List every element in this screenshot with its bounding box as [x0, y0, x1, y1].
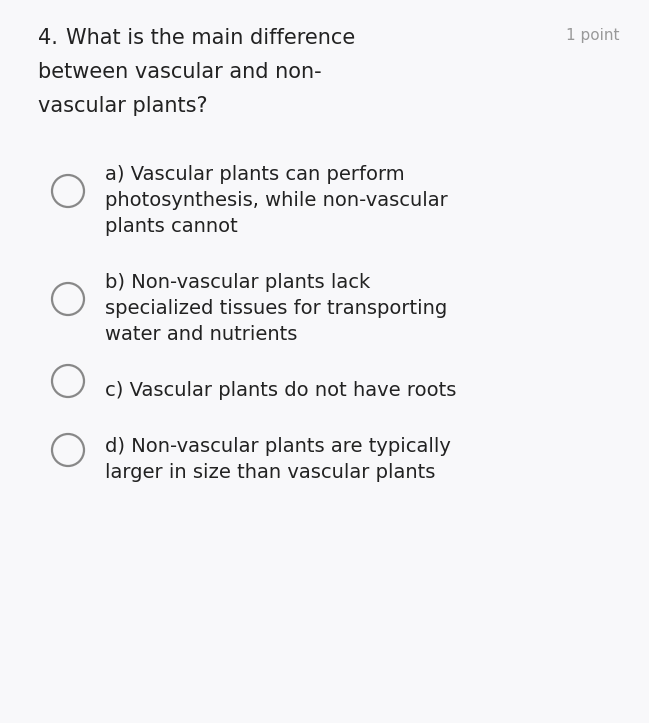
Text: between vascular and non-: between vascular and non- [38, 62, 322, 82]
Text: photosynthesis, while non-vascular: photosynthesis, while non-vascular [105, 191, 448, 210]
Text: plants cannot: plants cannot [105, 217, 238, 236]
Text: d) Non-vascular plants are typically: d) Non-vascular plants are typically [105, 437, 451, 456]
Text: b) Non-vascular plants lack: b) Non-vascular plants lack [105, 273, 370, 292]
Text: vascular plants?: vascular plants? [38, 96, 208, 116]
Text: 1 point: 1 point [565, 28, 619, 43]
Text: c) Vascular plants do not have roots: c) Vascular plants do not have roots [105, 381, 456, 400]
Text: What is the main difference: What is the main difference [66, 28, 355, 48]
Text: water and nutrients: water and nutrients [105, 325, 297, 344]
Text: larger in size than vascular plants: larger in size than vascular plants [105, 463, 435, 482]
Text: a) Vascular plants can perform: a) Vascular plants can perform [105, 165, 404, 184]
Text: 4.: 4. [38, 28, 58, 48]
Text: specialized tissues for transporting: specialized tissues for transporting [105, 299, 447, 318]
